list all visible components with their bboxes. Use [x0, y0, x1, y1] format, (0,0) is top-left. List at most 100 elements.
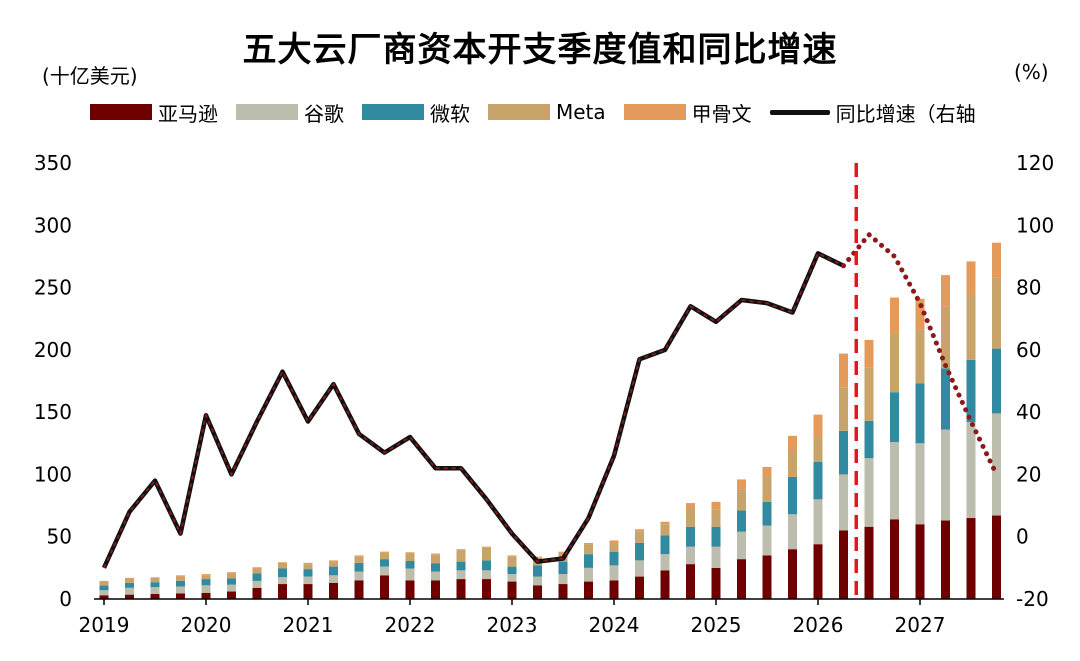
bar-segment-oracle — [864, 339, 874, 368]
bar-segment-microsoft — [992, 348, 1001, 414]
bar-segment-amazon — [686, 564, 695, 599]
bar-segment-microsoft — [941, 368, 950, 430]
bar-segment-amazon — [941, 520, 950, 599]
chart-legend: 亚马逊 谷歌 微软 Meta 甲骨文 同比增速（右轴 — [90, 97, 994, 127]
bar-segment-microsoft — [176, 580, 185, 587]
bar-segment-amazon — [405, 580, 415, 599]
right-y-tick-label: 80 — [1016, 276, 1041, 300]
bar-segment-microsoft — [252, 573, 262, 581]
left-y-tick-label: 150 — [34, 400, 72, 424]
x-tick-label: 2022 — [385, 613, 436, 637]
bar-segment-oracle — [456, 549, 466, 551]
growth-rate-line — [101, 232, 999, 569]
legend-item-oracle: 甲骨文 — [623, 98, 752, 127]
bar-segment-amazon — [99, 595, 109, 599]
bar-segment-oracle — [584, 542, 593, 545]
bar-segment-google — [99, 590, 109, 596]
bar-segment-meta — [252, 568, 262, 574]
bar-segment-amazon — [125, 594, 134, 599]
bar-segment-meta — [584, 544, 593, 555]
bar-segment-oracle — [176, 575, 185, 577]
bar-segment-microsoft — [278, 568, 287, 578]
bar-segment-meta — [125, 578, 134, 583]
bar-segment-google — [482, 570, 491, 580]
left-y-tick-label: 50 — [47, 525, 72, 549]
right-y-tick-label: -20 — [1016, 587, 1049, 611]
bar-segment-microsoft — [609, 551, 619, 566]
bar-segment-microsoft — [329, 566, 338, 576]
bar-segment-oracle — [941, 275, 950, 307]
legend-item-google: 谷歌 — [236, 98, 344, 127]
bar-segment-google — [558, 574, 568, 585]
bar-segment-amazon — [915, 524, 925, 599]
bar-segment-meta — [813, 437, 823, 462]
bar-segment-google — [966, 422, 976, 519]
bar-segment-google — [431, 571, 440, 581]
right-axis-unit: (%) — [1014, 60, 1049, 84]
bar-segment-microsoft — [380, 559, 389, 567]
bar-segment-meta — [507, 556, 517, 567]
bar-segment-oracle — [915, 298, 925, 330]
bar-segment-google — [839, 474, 848, 531]
bar-segment-meta — [686, 508, 695, 527]
legend-label-meta: Meta — [556, 100, 606, 124]
bar-segment-oracle — [329, 560, 338, 562]
bar-segment-amazon — [609, 580, 619, 599]
bar-segment-amazon — [737, 559, 746, 599]
bar-segment-oracle — [992, 242, 1001, 278]
bar-segment-meta — [278, 563, 287, 569]
bar-segment-amazon — [762, 555, 772, 599]
bar-segment-google — [864, 458, 874, 527]
x-tick-label: 2025 — [691, 613, 742, 637]
left-y-tick-label: 300 — [34, 213, 72, 237]
bar-segment-meta — [354, 556, 364, 563]
bar-segment-meta — [201, 575, 211, 580]
bar-segment-amazon — [482, 579, 491, 599]
bar-segment-google — [788, 514, 797, 550]
bar-segment-amazon — [431, 580, 440, 599]
bar-segment-oracle — [609, 540, 619, 543]
x-tick-label: 2027 — [895, 613, 946, 637]
bar-segment-microsoft — [915, 383, 925, 444]
bar-segment-microsoft — [125, 582, 134, 588]
left-y-tick-label: 350 — [34, 151, 72, 175]
bar-segment-google — [635, 560, 644, 577]
left-y-tick-label: 200 — [34, 338, 72, 362]
bar-segment-microsoft — [660, 535, 670, 555]
bar-segment-amazon — [303, 584, 313, 599]
bar-segment-microsoft — [686, 526, 695, 547]
bar-segment-oracle — [150, 577, 160, 578]
bar-segment-oracle — [890, 297, 899, 333]
bar-segment-oracle — [482, 546, 491, 548]
bar-segment-oracle — [405, 552, 415, 554]
bar-segment-oracle — [380, 551, 389, 553]
bar-segment-meta — [941, 306, 950, 369]
bar-segment-amazon — [354, 580, 364, 599]
bar-segment-oracle — [788, 435, 797, 450]
legend-swatch-oracle — [623, 104, 686, 120]
right-y-tick-label: 20 — [1016, 462, 1041, 486]
bar-segment-amazon — [533, 585, 542, 599]
bar-segment-google — [584, 567, 593, 582]
bar-segment-oracle — [660, 521, 670, 525]
legend-label-amazon: 亚马逊 — [158, 101, 218, 126]
bar-segment-microsoft — [227, 578, 236, 585]
bar-segment-amazon — [890, 519, 899, 599]
bar-segment-microsoft — [890, 392, 899, 443]
bar-segment-oracle — [533, 556, 542, 558]
bar-segment-microsoft — [533, 565, 542, 577]
bar-segment-oracle — [354, 555, 364, 557]
legend-swatch-microsoft — [362, 104, 424, 120]
legend-swatch-growth — [769, 109, 830, 115]
bar-segment-google — [941, 429, 950, 521]
stacked-bars — [99, 242, 1001, 599]
bar-segment-microsoft — [584, 554, 593, 568]
bar-segment-amazon — [150, 594, 160, 599]
bar-segment-google — [533, 576, 542, 586]
bar-segment-amazon — [227, 591, 236, 599]
bar-segment-amazon — [176, 593, 185, 599]
legend-label-microsoft: 微软 — [430, 101, 470, 126]
bar-segment-meta — [864, 367, 874, 421]
bar-segment-oracle — [686, 503, 695, 509]
legend-item-microsoft: 微软 — [362, 98, 470, 127]
